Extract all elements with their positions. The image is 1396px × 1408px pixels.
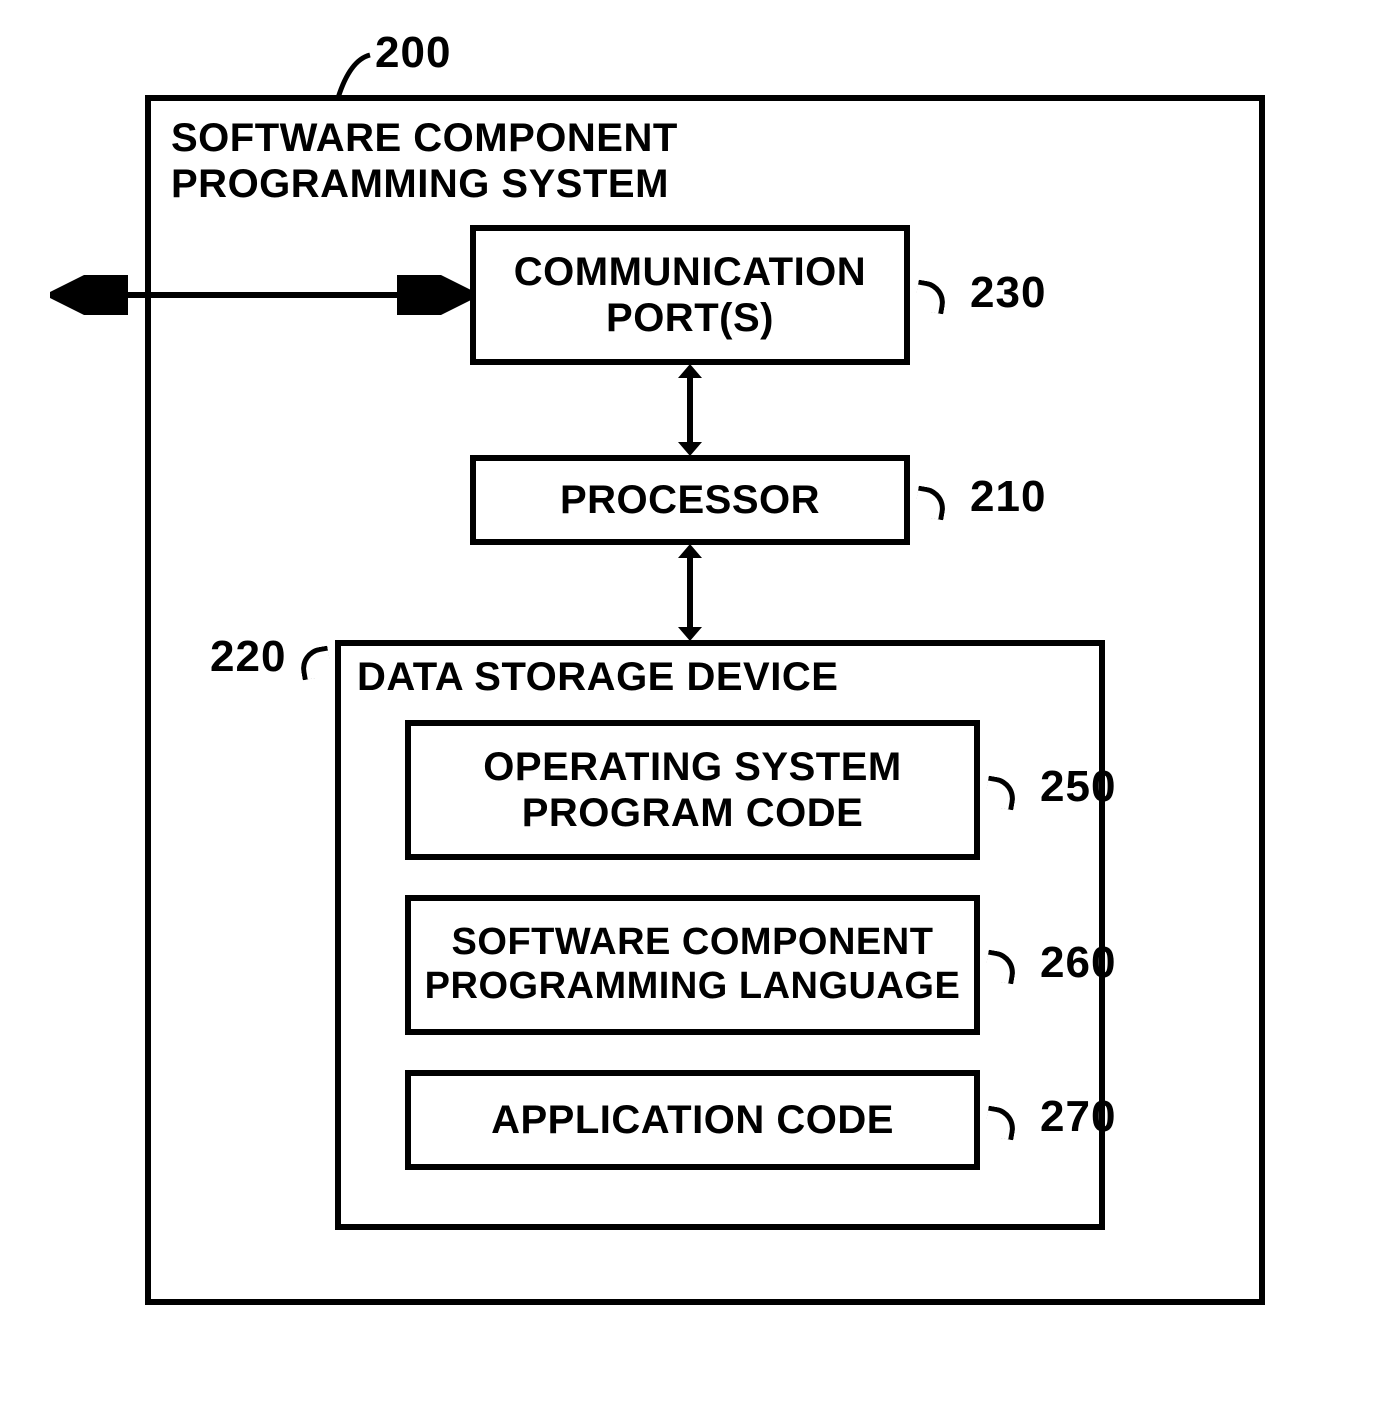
ref-260: 260 bbox=[1040, 938, 1116, 988]
os-label: OPERATING SYSTEM PROGRAM CODE bbox=[483, 744, 901, 836]
lang-box: SOFTWARE COMPONENT PROGRAMMING LANGUAGE bbox=[405, 895, 980, 1035]
ref-250: 250 bbox=[1040, 762, 1116, 812]
leader-200 bbox=[320, 50, 380, 105]
arrow-comm-processor bbox=[670, 360, 710, 460]
comm-ports-label: COMMUNICATION PORT(S) bbox=[514, 249, 866, 341]
storage-title: DATA STORAGE DEVICE bbox=[357, 654, 838, 700]
arrow-processor-storage bbox=[670, 540, 710, 645]
app-box: APPLICATION CODE bbox=[405, 1070, 980, 1170]
lang-label: SOFTWARE COMPONENT PROGRAMMING LANGUAGE bbox=[425, 921, 961, 1008]
ref-220: 220 bbox=[210, 632, 286, 682]
processor-box: PROCESSOR bbox=[470, 455, 910, 545]
ref-230: 230 bbox=[970, 268, 1046, 318]
app-label: APPLICATION CODE bbox=[491, 1097, 894, 1143]
arrow-external-comm bbox=[50, 275, 475, 315]
system-title: SOFTWARE COMPONENT PROGRAMMING SYSTEM bbox=[171, 115, 678, 207]
comm-ports-box: COMMUNICATION PORT(S) bbox=[470, 225, 910, 365]
ref-270: 270 bbox=[1040, 1092, 1116, 1142]
ref-200: 200 bbox=[375, 28, 451, 78]
os-box: OPERATING SYSTEM PROGRAM CODE bbox=[405, 720, 980, 860]
processor-label: PROCESSOR bbox=[560, 477, 820, 523]
ref-210: 210 bbox=[970, 472, 1046, 522]
